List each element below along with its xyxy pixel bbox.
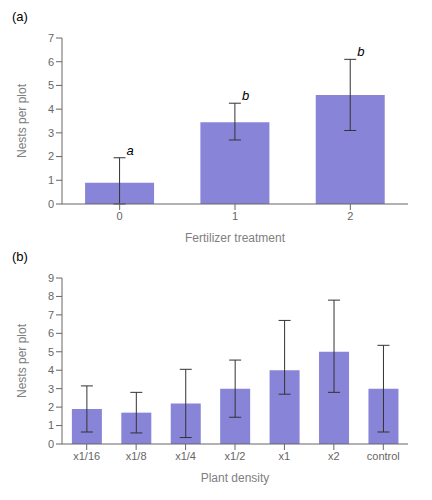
svg-text:6: 6 xyxy=(48,327,54,339)
svg-text:x1/2: x1/2 xyxy=(225,450,246,462)
svg-text:1: 1 xyxy=(232,210,238,222)
svg-text:3: 3 xyxy=(48,127,54,139)
svg-text:2: 2 xyxy=(48,150,54,162)
svg-text:Nests per plot: Nests per plot xyxy=(15,323,29,398)
svg-text:4: 4 xyxy=(48,103,54,115)
svg-text:control: control xyxy=(367,450,400,462)
svg-text:a: a xyxy=(127,143,134,158)
svg-text:1: 1 xyxy=(48,174,54,186)
svg-text:0: 0 xyxy=(48,438,54,450)
svg-text:x2: x2 xyxy=(328,450,340,462)
svg-text:2: 2 xyxy=(48,401,54,413)
svg-text:Fertilizer treatment: Fertilizer treatment xyxy=(185,231,286,245)
svg-text:5: 5 xyxy=(48,346,54,358)
svg-text:x1/4: x1/4 xyxy=(175,450,196,462)
html-text:(a): (a) xyxy=(12,9,28,24)
svg-text:0: 0 xyxy=(117,210,123,222)
svg-text:6: 6 xyxy=(48,56,54,68)
html-text:(b): (b) xyxy=(12,249,28,264)
svg-text:0: 0 xyxy=(48,198,54,210)
svg-text:Nests per plot: Nests per plot xyxy=(15,83,29,158)
svg-text:b: b xyxy=(357,44,364,59)
svg-text:x1: x1 xyxy=(279,450,291,462)
svg-text:3: 3 xyxy=(48,383,54,395)
svg-text:4: 4 xyxy=(48,364,54,376)
svg-text:9: 9 xyxy=(48,272,54,284)
svg-text:8: 8 xyxy=(48,290,54,302)
svg-text:x1/16: x1/16 xyxy=(73,450,100,462)
svg-text:Plant density: Plant density xyxy=(201,471,270,485)
svg-text:7: 7 xyxy=(48,32,54,44)
svg-text:2: 2 xyxy=(347,210,353,222)
svg-text:x1/8: x1/8 xyxy=(126,450,147,462)
svg-text:7: 7 xyxy=(48,309,54,321)
svg-text:b: b xyxy=(242,88,249,103)
svg-text:1: 1 xyxy=(48,419,54,431)
svg-text:5: 5 xyxy=(48,79,54,91)
